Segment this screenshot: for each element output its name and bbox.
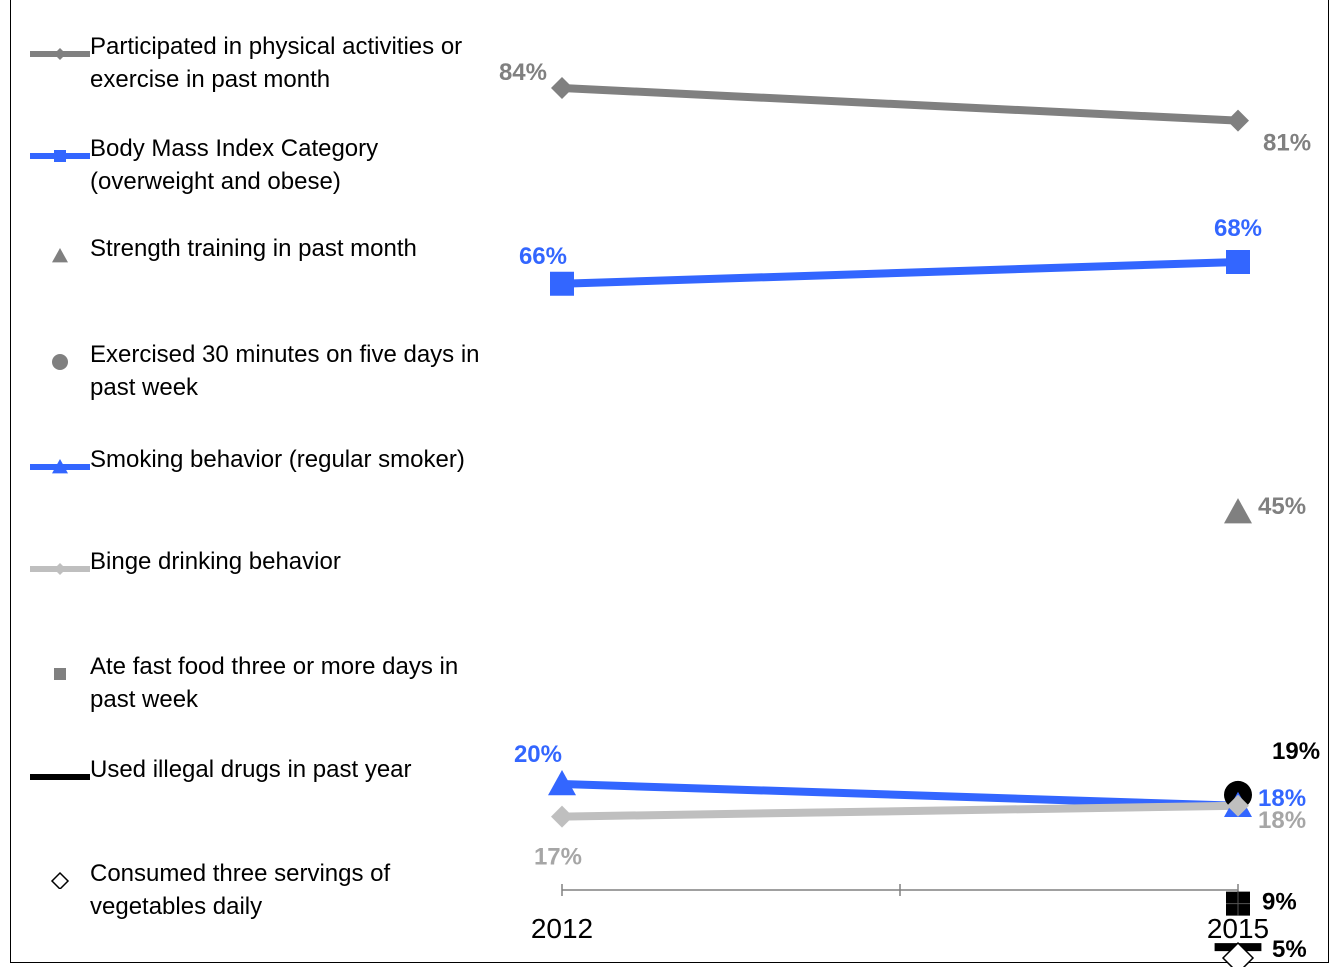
legend-label: Used illegal drugs in past year xyxy=(90,756,412,783)
legend-label: Body Mass Index Category (overweight and… xyxy=(90,135,379,195)
legend-symbol xyxy=(52,248,68,263)
legend-symbol xyxy=(54,563,66,575)
legend-marker xyxy=(30,48,90,60)
legend-marker xyxy=(30,774,90,780)
data-point-s0-2012 xyxy=(551,77,573,99)
data-label-s0-2012: 84% xyxy=(499,59,547,86)
data-point-s2-2015 xyxy=(1224,498,1252,524)
legend-marker xyxy=(30,459,90,474)
data-label-s1-2015: 68% xyxy=(1214,215,1262,242)
data-point-s5-2015 xyxy=(1227,794,1249,817)
legend-label: Binge drinking behavior xyxy=(90,548,341,575)
series-line-0 xyxy=(561,84,1239,125)
legend-marker xyxy=(52,248,68,263)
chart-legend: Participated in physical activities or e… xyxy=(0,0,480,967)
legend-marker xyxy=(30,563,90,575)
legend-symbol xyxy=(54,150,66,162)
data-label-s4-2015: 18% xyxy=(1258,785,1306,812)
legend-label: Strength training in past month xyxy=(90,235,417,262)
legend-symbol xyxy=(54,668,66,680)
legend-item: Used illegal drugs in past year xyxy=(24,753,484,823)
legend-item: Participated in physical activities or e… xyxy=(24,30,484,100)
data-point-s1-2015 xyxy=(1226,250,1250,274)
data-label-s7-2015: 5% xyxy=(1272,936,1307,963)
legend-item: Body Mass Index Category (overweight and… xyxy=(24,132,484,202)
data-point-s0-2015 xyxy=(1227,109,1249,132)
data-label-s4-2012: 20% xyxy=(514,741,562,768)
data-point-s5-2012 xyxy=(551,805,573,828)
legend-item: Ate fast food three or more days in past… xyxy=(24,650,484,720)
legend-item: Smoking behavior (regular smoker) xyxy=(24,443,484,513)
series-line-4 xyxy=(561,780,1239,810)
legend-marker xyxy=(50,871,70,889)
legend-item: Strength training in past month xyxy=(24,232,484,302)
legend-label: Consumed three servings of vegetables da… xyxy=(90,860,391,920)
legend-item: Binge drinking behavior xyxy=(24,545,484,615)
legend-symbol xyxy=(50,871,70,889)
series-line-1 xyxy=(561,258,1239,288)
x-tick-label-2015: 2015 xyxy=(1207,913,1269,944)
x-tick-label-2012: 2012 xyxy=(531,913,593,944)
legend-marker xyxy=(52,354,68,370)
legend-label: Exercised 30 minutes on five days in pas… xyxy=(90,341,480,401)
legend-label: Smoking behavior (regular smoker) xyxy=(90,446,465,473)
legend-label: Participated in physical activities or e… xyxy=(90,33,463,93)
data-label-s1-2012: 66% xyxy=(519,243,567,270)
legend-item: Consumed three servings of vegetables da… xyxy=(24,857,484,927)
data-label-s0-2015: 81% xyxy=(1263,130,1311,157)
data-label-s3-2015: 19% xyxy=(1272,738,1320,765)
data-point-s8-2015 xyxy=(1221,941,1255,967)
legend-marker xyxy=(54,668,66,680)
data-label-s2-2015: 45% xyxy=(1258,493,1306,520)
legend-symbol xyxy=(54,48,66,60)
data-point-s4-2012 xyxy=(548,770,576,796)
data-label-s6-2015: 9% xyxy=(1262,889,1297,916)
legend-label: Ate fast food three or more days in past… xyxy=(90,653,459,713)
chart-frame xyxy=(10,0,1329,963)
legend-marker xyxy=(30,150,90,162)
legend-symbol xyxy=(52,354,68,370)
data-label-s5-2012: 17% xyxy=(534,844,582,871)
data-point-s1-2012 xyxy=(550,271,574,296)
legend-symbol xyxy=(52,459,68,474)
data-label-s5-2015: 18% xyxy=(1258,807,1306,834)
legend-item: Exercised 30 minutes on five days in pas… xyxy=(24,338,484,408)
series-line-5 xyxy=(561,801,1239,821)
